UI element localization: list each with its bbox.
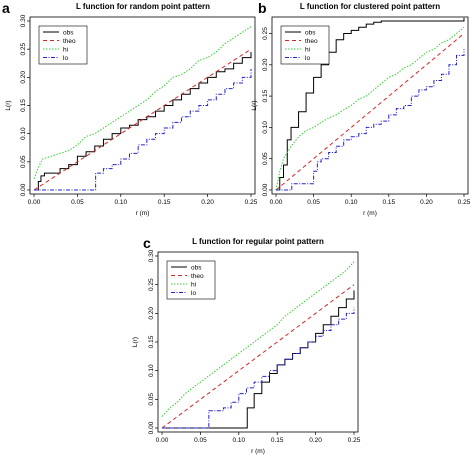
legend-label-hi: hi (63, 46, 68, 53)
x-tick-label: 0.05 (194, 437, 207, 444)
y-tick-label: 0.05 (262, 152, 269, 165)
x-tick-label: 0.15 (158, 199, 171, 206)
x-tick-label: 0.10 (114, 199, 127, 206)
x-tick-label: 0.25 (458, 199, 471, 206)
x-tick-label: 0.20 (420, 199, 433, 206)
series-line-theo (275, 33, 465, 191)
y-tick-label: 0.15 (262, 89, 269, 102)
y-tick-label: 0.20 (148, 307, 155, 320)
y-tick-label: 0.00 (262, 183, 269, 196)
x-axis-label: r (m) (251, 448, 265, 455)
x-tick-label: 0.05 (71, 199, 84, 206)
legend-label-hi: hi (305, 46, 310, 53)
panel-a: a L function for random point pattern 0.00… (2, 0, 258, 217)
series-line-hi (275, 26, 465, 191)
x-tick-label: 0.20 (201, 199, 214, 206)
y-tick-label: 0.00 (20, 183, 27, 196)
panel-letter: b (258, 0, 267, 16)
x-axis-label: r (m) (136, 210, 150, 217)
y-tick-label: 0.20 (262, 58, 269, 71)
x-tick-label: 0.10 (345, 199, 358, 206)
x-tick-label: 0.10 (232, 437, 245, 444)
series-line-obs (162, 290, 355, 429)
y-tick-label: 0.05 (148, 393, 155, 406)
series-line-lo (34, 68, 252, 191)
x-tick-label: 0.25 (245, 199, 258, 206)
y-tick-label: 0.10 (262, 121, 269, 134)
legend-label-hi: hi (191, 281, 196, 288)
legend-label-obs: obs (305, 29, 316, 36)
chart-title: L function for random point pattern (76, 2, 210, 11)
legend-label-theo: theo (63, 38, 76, 45)
y-axis-label: L(r) (132, 337, 139, 347)
y-tick-label: 0.10 (148, 364, 155, 377)
x-tick-label: 0.00 (156, 437, 169, 444)
y-tick-label: 0.15 (148, 335, 155, 348)
y-tick-label: 0.25 (20, 42, 27, 55)
plot-frame (271, 16, 469, 195)
x-tick-label: 0.15 (382, 199, 395, 206)
legend-label-obs: obs (63, 29, 74, 36)
x-tick-label: 0.00 (270, 199, 283, 206)
y-tick-label: 0.30 (20, 14, 27, 27)
panel-b: b L function for clustered point pattern 0… (251, 0, 471, 217)
series-line-theo (33, 48, 252, 191)
legend-label-theo: theo (305, 38, 318, 45)
legend-label-lo: lo (191, 290, 196, 297)
x-tick-label: 0.05 (307, 199, 320, 206)
x-tick-label: 0.00 (28, 199, 41, 206)
series-line-obs (276, 17, 465, 191)
panel-letter: a (2, 0, 10, 16)
series-line-hi (161, 261, 355, 417)
y-tick-label: 0.25 (262, 27, 269, 40)
y-tick-label: 0.20 (20, 71, 27, 84)
y-tick-label: 0.00 (148, 421, 155, 434)
y-tick-label: 0.30 (148, 249, 155, 262)
panel-c: c L function for regular point pattern 0.0… (132, 235, 361, 455)
y-axis-label: L(r) (251, 100, 258, 110)
series-line-hi (33, 26, 252, 179)
y-tick-label: 0.15 (20, 99, 27, 112)
y-axis-label: L(r) (5, 100, 12, 110)
series-line-lo (276, 49, 465, 191)
chart-title: L function for clustered point pattern (300, 2, 440, 11)
panel-letter: c (143, 235, 151, 251)
x-axis-label: r (m) (363, 210, 377, 217)
legend-label-lo: lo (63, 55, 68, 62)
legend-label-lo: lo (305, 55, 310, 62)
y-tick-label: 0.10 (20, 127, 27, 140)
legend-label-obs: obs (191, 264, 202, 271)
series-line-lo (162, 307, 355, 429)
x-tick-label: 0.20 (309, 437, 322, 444)
y-tick-label: 0.25 (148, 278, 155, 291)
chart-title: L function for regular point pattern (192, 237, 324, 246)
x-tick-label: 0.25 (348, 437, 361, 444)
legend-label-theo: theo (191, 273, 204, 280)
y-tick-label: 0.05 (20, 155, 27, 168)
x-tick-label: 0.15 (271, 437, 284, 444)
series-line-theo (161, 284, 355, 429)
